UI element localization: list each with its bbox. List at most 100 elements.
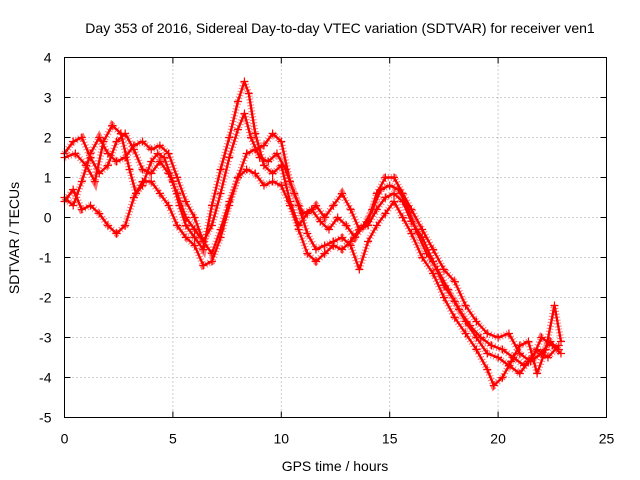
- x-tick-label: 10: [274, 431, 290, 447]
- data-point: [316, 217, 325, 226]
- x-tick-label: 25: [599, 431, 615, 447]
- data-point: [181, 213, 190, 222]
- data-series: [60, 70, 565, 392]
- y-tick-label: -4: [39, 370, 52, 386]
- data-point: [381, 209, 390, 218]
- data-point: [294, 225, 303, 234]
- data-point: [277, 137, 286, 146]
- data-point: [190, 225, 199, 234]
- data-point: [225, 153, 234, 162]
- y-tick-label: -1: [39, 250, 52, 266]
- data-point: [455, 305, 464, 314]
- data-point: [103, 161, 112, 170]
- data-point: [346, 205, 355, 214]
- data-point: [181, 221, 190, 230]
- y-tick-label: 4: [44, 50, 52, 66]
- data-point: [259, 161, 268, 170]
- data-point: [155, 141, 164, 150]
- data-point: [524, 337, 533, 346]
- data-point: [259, 181, 268, 190]
- data-point: [298, 209, 307, 218]
- series-track-1: [60, 70, 563, 366]
- data-point: [487, 341, 496, 350]
- data-point: [86, 201, 95, 210]
- data-point: [199, 245, 208, 254]
- data-point: [251, 169, 260, 178]
- data-point: [125, 165, 134, 174]
- data-point: [77, 177, 86, 186]
- data-point: [303, 229, 312, 238]
- data-point: [95, 169, 104, 178]
- data-point: [138, 137, 147, 146]
- data-point: [216, 165, 225, 174]
- data-point: [160, 153, 169, 162]
- data-point: [190, 241, 199, 250]
- data-point: [433, 265, 442, 274]
- data-point: [498, 373, 507, 382]
- data-point: [233, 125, 242, 134]
- data-point: [121, 129, 130, 138]
- data-point: [112, 137, 121, 146]
- data-point: [69, 137, 78, 146]
- data-point: [515, 349, 524, 358]
- data-point: [112, 157, 121, 166]
- data-point: [429, 269, 438, 278]
- data-point: [422, 249, 431, 258]
- data-point: [207, 221, 216, 230]
- data-point: [268, 129, 277, 138]
- data-point: [346, 237, 355, 246]
- data-point: [338, 189, 347, 198]
- data-point: [181, 233, 190, 242]
- data-point: [155, 189, 164, 198]
- data-point: [461, 329, 470, 338]
- data-point: [489, 381, 498, 390]
- data-point: [444, 285, 453, 294]
- data-point: [281, 165, 290, 174]
- data-point: [333, 213, 342, 222]
- data-point: [385, 181, 394, 190]
- data-point: [147, 177, 156, 186]
- y-tick-label: -5: [39, 410, 52, 426]
- data-point: [173, 221, 182, 230]
- data-point: [364, 237, 373, 246]
- data-point: [556, 349, 565, 358]
- data-point: [450, 277, 459, 286]
- data-point: [390, 189, 399, 198]
- data-point: [403, 201, 412, 210]
- x-axis-label: GPS time / hours: [282, 458, 389, 474]
- y-tick-label: 2: [44, 130, 52, 146]
- series-line: [63, 168, 560, 375]
- data-point: [472, 345, 481, 354]
- data-point: [307, 205, 316, 214]
- data-point: [77, 133, 86, 142]
- data-point: [543, 353, 552, 362]
- data-point: [461, 301, 470, 310]
- data-point: [199, 261, 208, 270]
- data-point: [429, 245, 438, 254]
- data-point: [103, 221, 112, 230]
- data-point: [342, 221, 351, 230]
- data-point: [121, 153, 130, 162]
- data-point: [147, 157, 156, 166]
- data-point: [320, 241, 329, 250]
- data-point: [86, 153, 95, 162]
- data-point: [351, 233, 360, 242]
- data-point: [483, 329, 492, 338]
- data-point: [244, 89, 253, 98]
- data-point: [381, 173, 390, 182]
- data-point: [225, 133, 234, 142]
- data-point: [394, 185, 403, 194]
- y-tick-label: 1: [44, 170, 52, 186]
- data-point: [233, 173, 242, 182]
- data-point: [528, 353, 537, 362]
- data-point: [112, 229, 121, 238]
- data-point: [95, 133, 104, 142]
- data-point: [418, 253, 427, 262]
- data-point: [550, 301, 559, 310]
- x-tick-label: 0: [61, 431, 69, 447]
- data-point: [520, 361, 529, 370]
- data-point: [504, 361, 513, 370]
- series-marker-trail: [61, 165, 562, 379]
- x-tick-label: 5: [169, 431, 177, 447]
